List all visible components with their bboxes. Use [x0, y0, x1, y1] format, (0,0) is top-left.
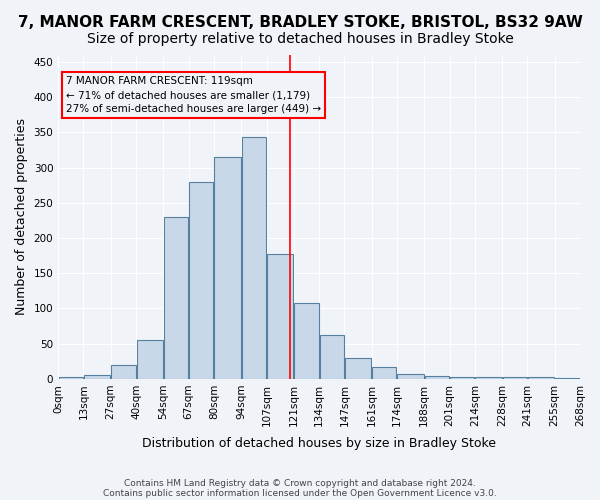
Bar	[59, 377, 83, 379]
Text: 7 MANOR FARM CRESCENT: 119sqm
← 71% of detached houses are smaller (1,179)
27% o: 7 MANOR FARM CRESCENT: 119sqm ← 71% of d…	[66, 76, 321, 114]
Bar	[320, 335, 344, 379]
Text: Contains public sector information licensed under the Open Government Licence v3: Contains public sector information licen…	[103, 488, 497, 498]
Text: Size of property relative to detached houses in Bradley Stoke: Size of property relative to detached ho…	[86, 32, 514, 46]
Bar	[189, 182, 214, 379]
Bar	[111, 365, 136, 379]
Bar	[294, 303, 319, 379]
Bar	[372, 367, 397, 379]
Bar	[242, 138, 266, 379]
Bar	[214, 157, 241, 379]
Bar	[503, 378, 527, 379]
Bar	[345, 358, 371, 379]
Bar	[267, 254, 293, 379]
Bar	[475, 378, 502, 379]
Bar	[164, 217, 188, 379]
Y-axis label: Number of detached properties: Number of detached properties	[15, 118, 28, 316]
Bar	[397, 374, 424, 379]
Text: 7, MANOR FARM CRESCENT, BRADLEY STOKE, BRISTOL, BS32 9AW: 7, MANOR FARM CRESCENT, BRADLEY STOKE, B…	[17, 15, 583, 30]
Bar	[425, 376, 449, 379]
Text: Contains HM Land Registry data © Crown copyright and database right 2024.: Contains HM Land Registry data © Crown c…	[124, 478, 476, 488]
Bar	[528, 378, 554, 379]
Bar	[137, 340, 163, 379]
Bar	[450, 378, 475, 379]
Bar	[84, 374, 110, 379]
X-axis label: Distribution of detached houses by size in Bradley Stoke: Distribution of detached houses by size …	[142, 437, 496, 450]
Bar	[555, 378, 580, 379]
